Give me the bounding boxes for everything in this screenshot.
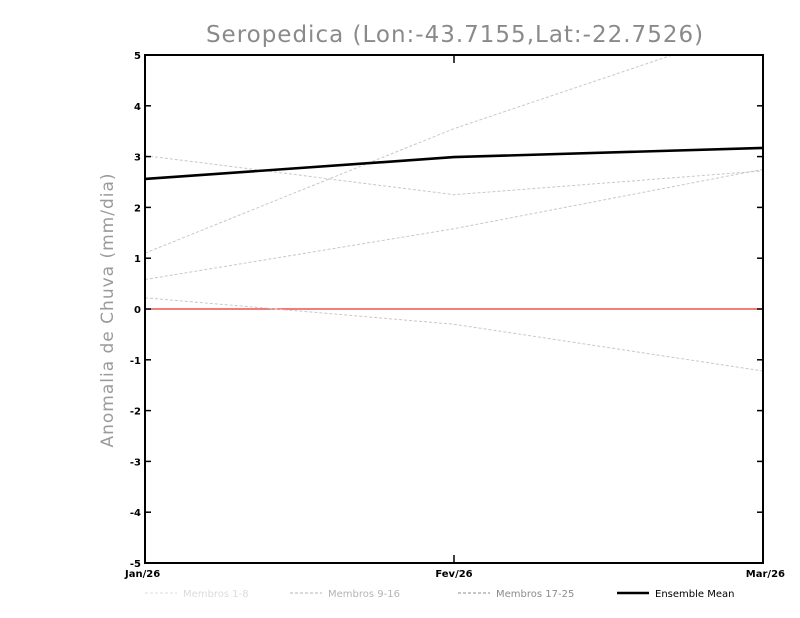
series-line-member-4 xyxy=(145,297,763,372)
x-tick-label: Jan/26 xyxy=(124,569,160,580)
legend-label: Membros 17-25 xyxy=(496,589,574,600)
y-tick-label: -2 xyxy=(130,407,141,418)
y-tick-label: -1 xyxy=(130,356,141,367)
legend-label: Membros 1-8 xyxy=(183,589,249,600)
x-tick-label: Mar/26 xyxy=(746,569,785,580)
y-tick-label: 3 xyxy=(134,153,141,164)
series-line-ensemble-mean xyxy=(145,146,763,181)
y-tick-label: 5 xyxy=(134,51,141,62)
y-tick-label: -5 xyxy=(130,559,141,570)
series-line-member-3 xyxy=(145,168,763,281)
chart-title: Seropedica (Lon:-43.7155,Lat:-22.7526) xyxy=(206,22,704,48)
y-tick-label: 1 xyxy=(134,254,141,265)
y-tick-label: -3 xyxy=(130,457,141,468)
legend: Membros 1-8 Membros 9-16 Membros 17-25 Ense… xyxy=(145,589,734,600)
series-line-member-1 xyxy=(145,55,675,254)
y-ticks: 5 4 3 2 1 0 -1 -2 -3 -4 -5 xyxy=(130,51,763,570)
x-ticks: Jan/26 Fev/26 Mar/26 xyxy=(124,55,785,580)
y-axis-label: Anomalia de Chuva (mm/dia) xyxy=(98,172,118,447)
y-tick-label: 4 xyxy=(134,102,141,113)
y-tick-label: 0 xyxy=(134,305,141,316)
series-line-member-2 xyxy=(145,155,763,196)
y-tick-label: -4 xyxy=(130,508,141,519)
plot-lines xyxy=(145,55,763,372)
y-tick-label: 2 xyxy=(134,203,141,214)
x-tick-label: Fev/26 xyxy=(435,569,472,580)
legend-label: Membros 9-16 xyxy=(328,589,400,600)
legend-label: Ensemble Mean xyxy=(655,589,734,600)
